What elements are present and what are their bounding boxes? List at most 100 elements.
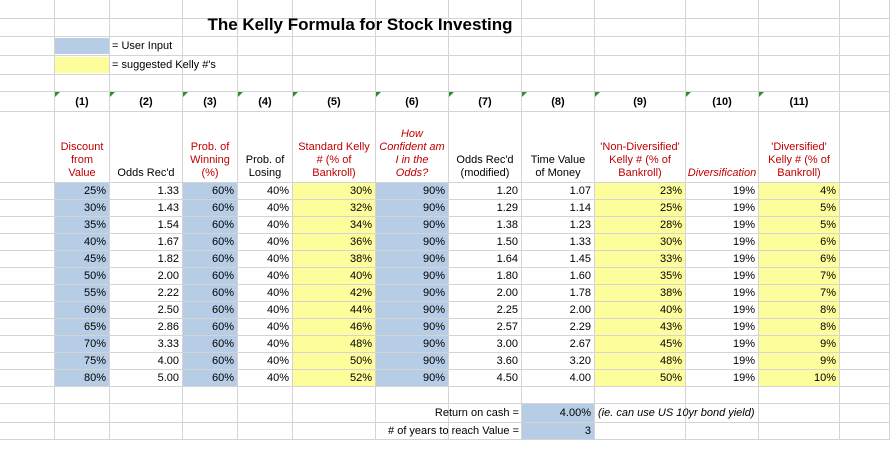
table-cell[interactable]: 90% — [376, 268, 449, 285]
grid-cell[interactable] — [449, 387, 522, 404]
column-number[interactable]: (10) — [686, 92, 759, 112]
table-cell[interactable]: 75% — [55, 353, 110, 370]
table-cell[interactable]: 60% — [55, 302, 110, 319]
grid-cell[interactable] — [0, 112, 55, 183]
grid-cell[interactable] — [522, 19, 595, 37]
table-cell[interactable]: 60% — [183, 353, 238, 370]
grid-cell[interactable] — [840, 387, 890, 404]
table-cell[interactable]: 44% — [293, 302, 376, 319]
table-cell[interactable]: 1.78 — [522, 285, 595, 302]
table-cell[interactable]: 48% — [293, 336, 376, 353]
column-header[interactable]: Prob. of Losing — [238, 112, 293, 183]
table-cell[interactable]: 19% — [686, 285, 759, 302]
grid-cell[interactable] — [55, 19, 110, 37]
table-cell[interactable]: 1.38 — [449, 217, 522, 234]
table-cell[interactable]: 32% — [293, 200, 376, 217]
table-cell[interactable]: 45% — [55, 251, 110, 268]
grid-cell[interactable] — [522, 387, 595, 404]
table-cell[interactable]: 2.00 — [110, 268, 183, 285]
table-cell[interactable]: 19% — [686, 234, 759, 251]
grid-cell[interactable] — [55, 387, 110, 404]
table-cell[interactable]: 90% — [376, 251, 449, 268]
grid-cell[interactable] — [0, 92, 55, 112]
grid-cell[interactable] — [449, 37, 522, 56]
grid-cell[interactable] — [522, 0, 595, 19]
years-to-value-input[interactable]: 3 — [522, 423, 595, 440]
grid-cell[interactable] — [686, 0, 759, 19]
table-cell[interactable]: 1.33 — [522, 234, 595, 251]
grid-cell[interactable] — [759, 423, 840, 440]
grid-cell[interactable] — [686, 387, 759, 404]
column-header[interactable]: 'Non-Diversified' Kelly # (% of Bankroll… — [595, 112, 686, 183]
grid-cell[interactable] — [0, 302, 55, 319]
column-header[interactable]: How Confident am I in the Odds? — [376, 112, 449, 183]
grid-cell[interactable] — [55, 423, 110, 440]
grid-cell[interactable] — [840, 37, 890, 56]
grid-cell[interactable] — [0, 251, 55, 268]
table-cell[interactable]: 45% — [595, 336, 686, 353]
table-cell[interactable]: 1.29 — [449, 200, 522, 217]
grid-cell[interactable] — [238, 75, 293, 92]
grid-cell[interactable] — [759, 19, 840, 37]
table-cell[interactable]: 35% — [595, 268, 686, 285]
grid-cell[interactable] — [183, 387, 238, 404]
table-cell[interactable]: 28% — [595, 217, 686, 234]
grid-cell[interactable] — [840, 370, 890, 387]
table-cell[interactable]: 5% — [759, 200, 840, 217]
table-cell[interactable]: 90% — [376, 353, 449, 370]
table-cell[interactable]: 1.64 — [449, 251, 522, 268]
grid-cell[interactable] — [376, 56, 449, 75]
table-cell[interactable]: 2.29 — [522, 319, 595, 336]
table-cell[interactable]: 34% — [293, 217, 376, 234]
grid-cell[interactable] — [0, 183, 55, 200]
grid-cell[interactable] — [238, 387, 293, 404]
table-cell[interactable]: 23% — [595, 183, 686, 200]
column-number[interactable]: (8) — [522, 92, 595, 112]
grid-cell[interactable] — [238, 423, 293, 440]
grid-cell[interactable] — [0, 56, 55, 75]
table-cell[interactable]: 1.07 — [522, 183, 595, 200]
grid-cell[interactable] — [183, 404, 238, 423]
table-cell[interactable]: 30% — [595, 234, 686, 251]
grid-cell[interactable] — [595, 19, 686, 37]
table-cell[interactable]: 55% — [55, 285, 110, 302]
table-cell[interactable]: 50% — [293, 353, 376, 370]
grid-cell[interactable] — [840, 251, 890, 268]
grid-cell[interactable] — [238, 56, 293, 75]
grid-cell[interactable] — [686, 19, 759, 37]
table-cell[interactable]: 19% — [686, 302, 759, 319]
grid-cell[interactable] — [840, 75, 890, 92]
table-cell[interactable]: 8% — [759, 319, 840, 336]
grid-cell[interactable] — [449, 56, 522, 75]
grid-cell[interactable] — [840, 285, 890, 302]
table-cell[interactable]: 70% — [55, 336, 110, 353]
grid-cell[interactable] — [0, 319, 55, 336]
table-cell[interactable]: 60% — [183, 251, 238, 268]
grid-cell[interactable] — [449, 75, 522, 92]
column-number[interactable]: (7) — [449, 92, 522, 112]
grid-cell[interactable] — [840, 268, 890, 285]
column-header[interactable]: Time Value of Money — [522, 112, 595, 183]
table-cell[interactable]: 90% — [376, 217, 449, 234]
return-on-cash-input[interactable]: 4.00% — [522, 404, 595, 423]
grid-cell[interactable] — [238, 19, 293, 37]
table-cell[interactable]: 4% — [759, 183, 840, 200]
table-cell[interactable]: 38% — [293, 251, 376, 268]
grid-cell[interactable] — [0, 200, 55, 217]
grid-cell[interactable] — [376, 387, 449, 404]
table-cell[interactable]: 90% — [376, 183, 449, 200]
table-cell[interactable]: 1.80 — [449, 268, 522, 285]
table-cell[interactable]: 60% — [183, 200, 238, 217]
grid-cell[interactable] — [110, 0, 183, 19]
table-cell[interactable]: 60% — [183, 217, 238, 234]
table-cell[interactable]: 50% — [55, 268, 110, 285]
table-cell[interactable]: 40% — [238, 217, 293, 234]
table-cell[interactable]: 40% — [238, 268, 293, 285]
grid-cell[interactable] — [183, 0, 238, 19]
grid-cell[interactable] — [686, 37, 759, 56]
table-cell[interactable]: 2.22 — [110, 285, 183, 302]
grid-cell[interactable] — [840, 423, 890, 440]
table-cell[interactable]: 1.54 — [110, 217, 183, 234]
table-cell[interactable]: 2.25 — [449, 302, 522, 319]
grid-cell[interactable] — [595, 387, 686, 404]
